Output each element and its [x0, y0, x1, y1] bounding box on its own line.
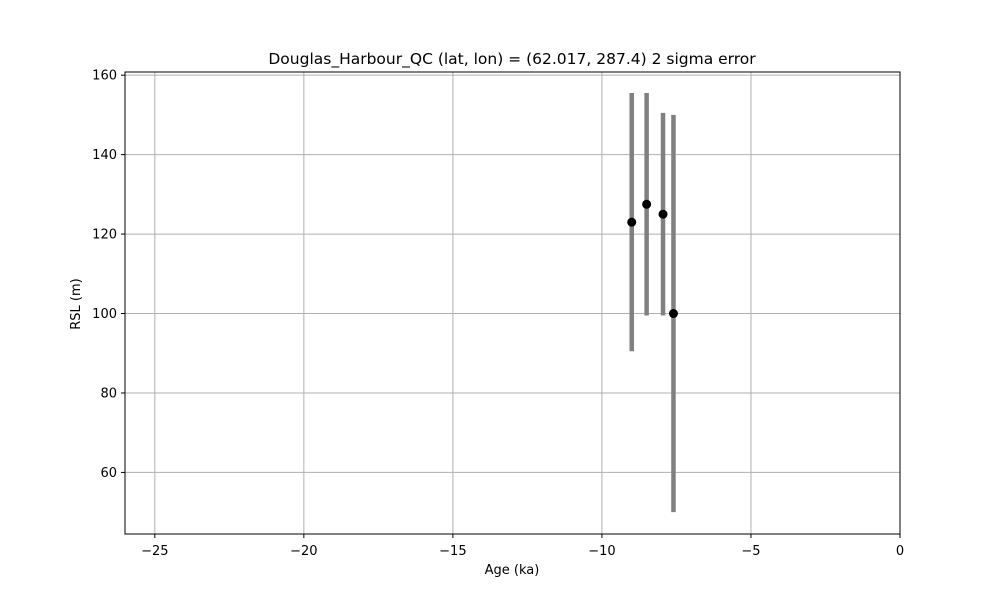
x-tick-label: −25 — [141, 544, 168, 559]
y-tick-label: 120 — [92, 228, 117, 243]
y-tick-label: 160 — [92, 69, 117, 84]
chart-title: Douglas_Harbour_QC (lat, lon) = (62.017,… — [268, 50, 756, 69]
x-tick-label: −15 — [439, 544, 466, 559]
x-tick-label: −20 — [290, 544, 317, 559]
y-tick-label: 100 — [92, 307, 117, 322]
x-tick-label: −5 — [741, 544, 760, 559]
y-tick-label: 80 — [100, 386, 117, 401]
y-axis-ticks: 60 80 100 120 140 160 — [92, 69, 125, 481]
y-tick-label: 140 — [92, 148, 117, 163]
data-points — [627, 199, 678, 319]
plot-frame — [124, 71, 901, 535]
data-point — [658, 209, 668, 219]
data-point — [627, 217, 637, 227]
x-tick-label: −10 — [588, 544, 615, 559]
x-axis-label: Age (ka) — [485, 563, 540, 578]
data-point — [668, 309, 678, 319]
y-tick-label: 60 — [100, 466, 117, 481]
data-point — [642, 199, 652, 209]
x-axis-ticks: −25 −20 −15 −10 −5 0 — [141, 534, 904, 559]
x-tick-label: 0 — [896, 544, 904, 559]
y-axis-label: RSL (m) — [69, 278, 84, 329]
